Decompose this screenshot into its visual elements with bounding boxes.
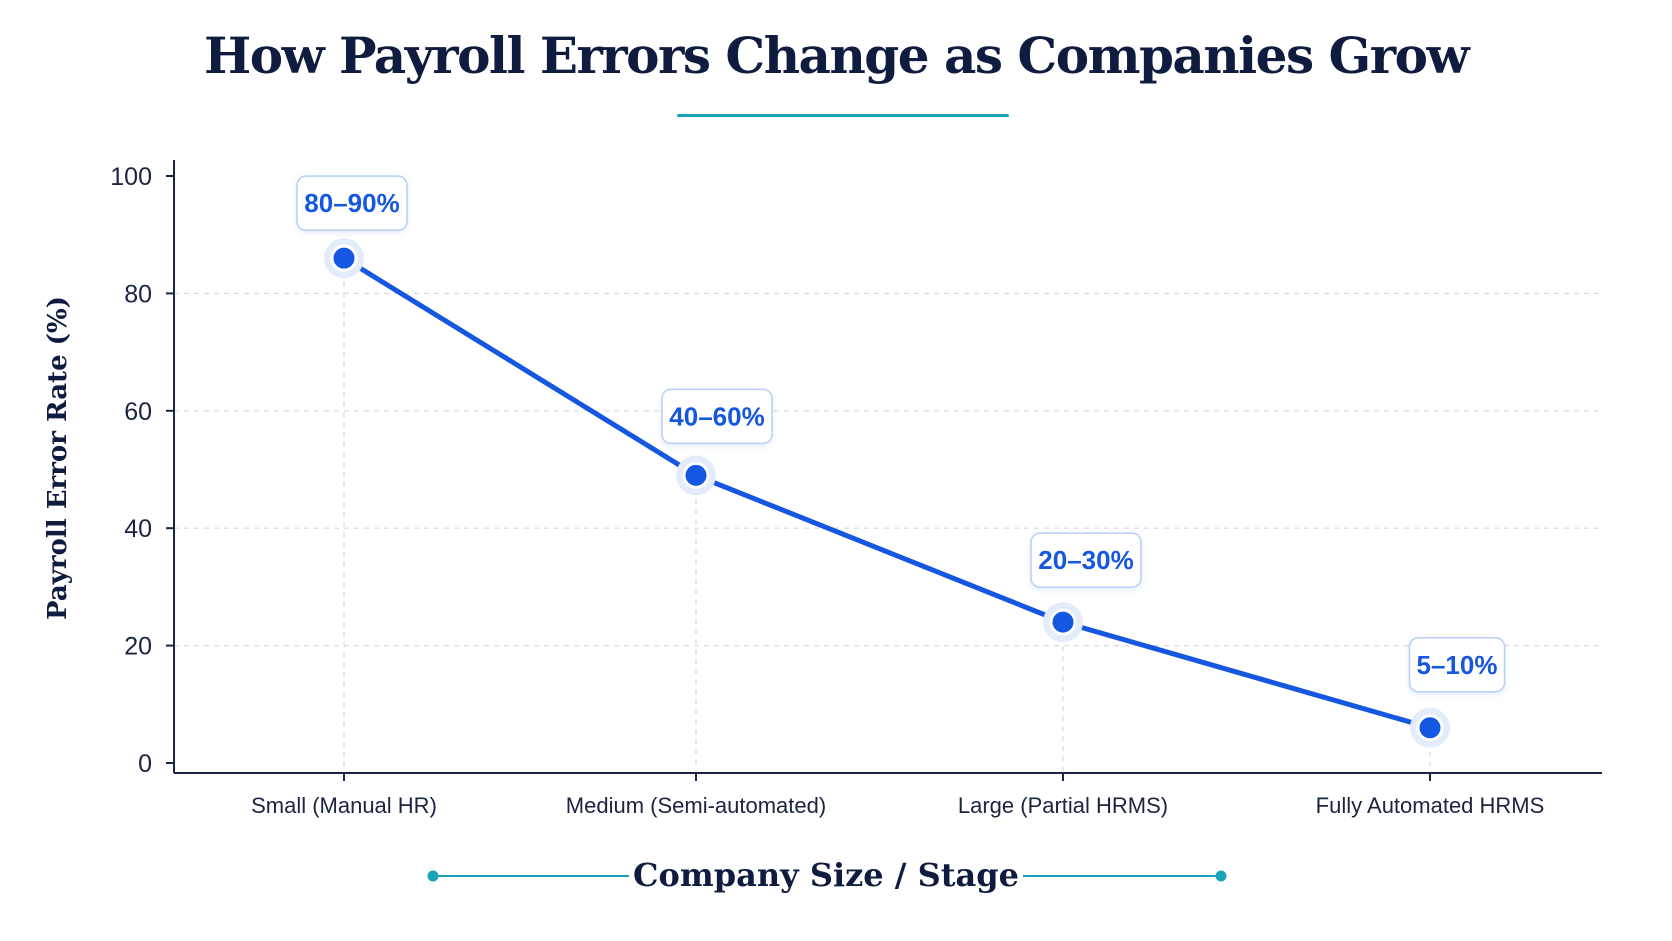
series-line xyxy=(341,255,1433,731)
x-axis-title: Company Size / Stage xyxy=(633,856,1019,894)
data-label-box xyxy=(661,388,773,445)
data-label-box xyxy=(296,175,408,231)
y-axis-title: Payroll Error Rate (%) xyxy=(43,296,73,620)
y-tick-label: 20 xyxy=(124,633,152,661)
x-tick-label: Large (Partial HRMS) xyxy=(958,793,1168,818)
data-label: 80–90% xyxy=(304,188,399,218)
data-label-box xyxy=(1030,532,1142,588)
chart-title: How Payroll Errors Change as Companies G… xyxy=(204,26,1469,85)
y-tick-label: 40 xyxy=(124,515,152,543)
data-point xyxy=(330,244,358,272)
data-label-box xyxy=(1408,637,1506,693)
x-title-left-dot xyxy=(427,870,439,882)
data-point xyxy=(1416,714,1444,742)
title-underline xyxy=(677,114,1009,117)
y-tick-labels: 0 20 40 60 80 100 xyxy=(110,163,174,778)
y-tick-label: 60 xyxy=(124,398,152,426)
y-tick-label: 80 xyxy=(124,280,152,308)
y-tick-label: 0 xyxy=(138,750,152,778)
x-tick-label: Medium (Semi-automated) xyxy=(566,793,826,818)
data-label: 20–30% xyxy=(1038,545,1133,575)
data-label: 40–60% xyxy=(669,401,764,431)
axes xyxy=(173,160,1602,774)
data-points xyxy=(324,238,1450,748)
data-labels: 80–90% 40–60% 20–30% 5–10% xyxy=(296,175,1506,693)
data-point xyxy=(1049,608,1077,636)
grid-lines xyxy=(174,272,1602,773)
x-axis-title-group: Company Size / Stage xyxy=(427,856,1227,894)
data-point xyxy=(682,461,710,489)
y-tick-label: 100 xyxy=(110,163,152,191)
x-tick-labels: Small (Manual HR) Medium (Semi-automated)… xyxy=(251,773,1544,818)
x-tick-label: Small (Manual HR) xyxy=(251,793,437,818)
data-label: 5–10% xyxy=(1417,650,1498,680)
x-tick-label: Fully Automated HRMS xyxy=(1316,793,1545,818)
x-title-right-dot xyxy=(1215,870,1227,882)
